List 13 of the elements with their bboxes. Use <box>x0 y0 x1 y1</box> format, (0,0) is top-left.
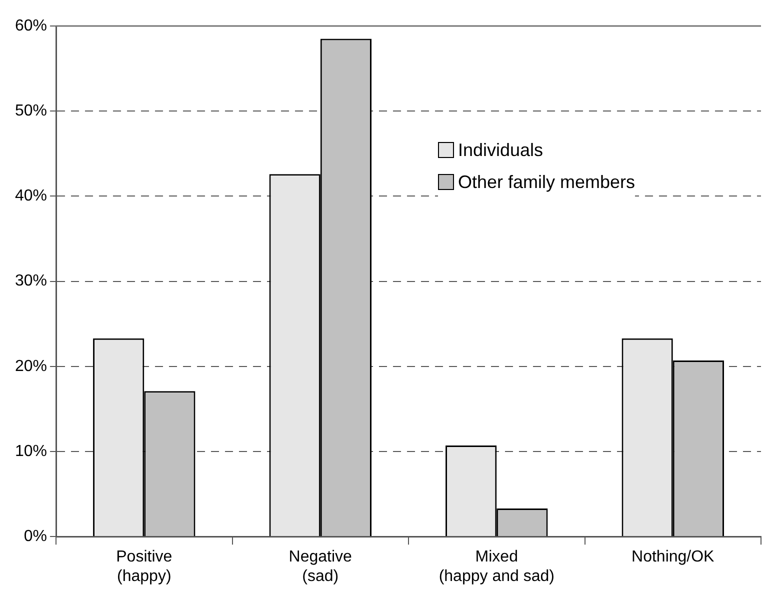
x-tick-label: Mixed (happy and sad) <box>438 548 554 585</box>
x-tick-label: Positive (happy) <box>116 548 172 585</box>
y-tick-label: 0% <box>24 528 48 546</box>
legend-label: Individuals <box>458 139 544 162</box>
x-tick-label: Negative (sad) <box>288 548 352 585</box>
y-tick-label: 50% <box>14 102 48 120</box>
legend-label: Other family members <box>458 171 636 194</box>
y-tick-label: 30% <box>14 272 48 290</box>
y-tick-label: 40% <box>14 188 48 205</box>
x-tick-label: Nothing/OK <box>632 548 715 566</box>
y-tick-label: 60% <box>14 17 48 34</box>
y-tick-label: 20% <box>14 358 48 375</box>
y-tick-label: 10% <box>14 442 48 460</box>
